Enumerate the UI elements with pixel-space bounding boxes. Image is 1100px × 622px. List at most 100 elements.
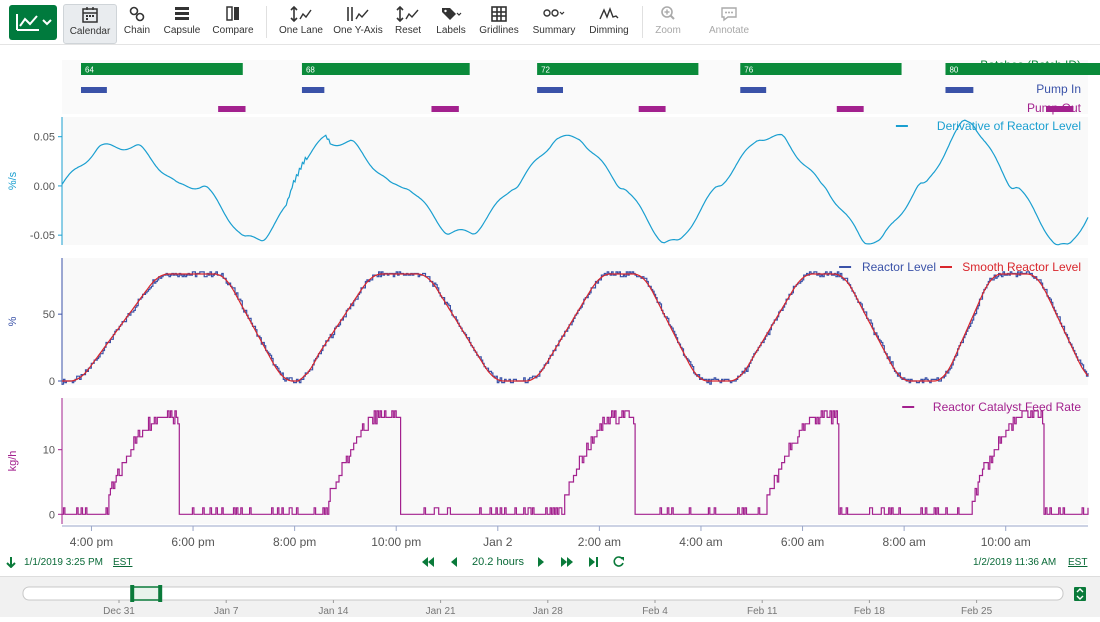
capsule[interactable] bbox=[537, 87, 563, 93]
x-axis: 4:00 pm 6:00 pm 8:00 pm 10:00 pm Jan 2 2:00 a… bbox=[62, 525, 1088, 548]
compare-button[interactable]: Compare bbox=[208, 4, 258, 42]
step-forward-far-icon[interactable] bbox=[560, 556, 574, 568]
step-back-far-icon[interactable] bbox=[421, 556, 435, 568]
y-tick-label: 10 bbox=[43, 445, 55, 457]
legend-label[interactable]: Smooth Reactor Level bbox=[962, 260, 1081, 274]
reset-icon bbox=[396, 5, 419, 23]
labels-icon bbox=[442, 8, 462, 20]
summary-button[interactable]: Summary bbox=[530, 4, 578, 42]
trend-lane[interactable]: 50 0% Smooth Reactor Level Reactor Level bbox=[7, 258, 1089, 388]
series-line[interactable] bbox=[62, 410, 1089, 515]
capsule[interactable] bbox=[431, 106, 459, 112]
start-timezone[interactable]: EST bbox=[113, 557, 133, 568]
series-line[interactable] bbox=[62, 273, 1089, 382]
labels-button[interactable]: Labels bbox=[432, 4, 470, 42]
capsule[interactable] bbox=[301, 63, 470, 75]
trend-lane[interactable]: 10 0 kg/h Reactor Catalyst Feed Rate bbox=[7, 398, 1089, 524]
time-bar: 1/1/2019 3:25 PM EST 20.2 hours 1/2/2019… bbox=[0, 548, 1100, 576]
x-tick-label: 6:00 am bbox=[781, 535, 824, 548]
capsule[interactable] bbox=[945, 87, 974, 93]
trend-lane[interactable]: 0.05 0.00 -0.05 %/s Derivative of Reactor Le… bbox=[7, 117, 1089, 246]
y-axis-label: % bbox=[7, 316, 19, 326]
compare-label: Compare bbox=[212, 25, 254, 36]
end-time[interactable]: 1/2/2019 11:36 AM bbox=[973, 557, 1057, 568]
step-back-icon[interactable] bbox=[449, 556, 458, 568]
dimming-button[interactable]: Dimming bbox=[586, 4, 632, 42]
reset-label: Reset bbox=[394, 25, 422, 36]
toolbar-separator bbox=[642, 6, 643, 38]
capsule-id: 64 bbox=[85, 66, 94, 75]
capsule[interactable] bbox=[537, 63, 699, 75]
navigator-ticks: Dec 31 Jan 7 Jan 14 Jan 21 Jan 28 Feb 4 Feb 11… bbox=[103, 600, 993, 617]
x-tick-label: 8:00 pm bbox=[273, 535, 316, 548]
refresh-icon[interactable] bbox=[612, 555, 625, 568]
y-axis-label: %/s bbox=[7, 171, 19, 190]
x-tick-label: 8:00 am bbox=[882, 535, 925, 548]
navigator-tick-label: Jan 7 bbox=[214, 606, 239, 617]
dimming-label: Dimming bbox=[589, 25, 629, 36]
legend-label[interactable]: Reactor Catalyst Feed Rate bbox=[933, 400, 1081, 414]
capsule[interactable] bbox=[740, 87, 767, 93]
chain-button[interactable]: Chain bbox=[118, 4, 156, 42]
calendar-button[interactable]: Calendar bbox=[63, 4, 117, 44]
start-time[interactable]: 1/1/2019 3:25 PM bbox=[24, 557, 103, 568]
capsule-icon bbox=[175, 7, 189, 20]
trend-lanes: 0.05 0.00 -0.05 %/s Derivative of Reactor Le… bbox=[7, 117, 1089, 524]
zoom-label: Zoom bbox=[655, 25, 681, 36]
capsule[interactable] bbox=[218, 106, 246, 112]
zoom-button[interactable]: Zoom bbox=[650, 4, 686, 42]
capsule[interactable] bbox=[301, 87, 325, 93]
capsule[interactable] bbox=[740, 63, 902, 75]
capsule[interactable] bbox=[81, 87, 107, 93]
labels-label: Labels bbox=[436, 25, 466, 36]
navigator-track[interactable]: Dec 31 Jan 7 Jan 14 Jan 21 Jan 28 Feb 4 Feb 11… bbox=[0, 577, 1100, 617]
capsule-id: 80 bbox=[949, 66, 958, 75]
trend-menu-button[interactable] bbox=[9, 5, 57, 40]
navigator-tick-label: Feb 4 bbox=[642, 606, 668, 617]
navigator-left-handle[interactable] bbox=[130, 585, 135, 602]
expand-range-icon[interactable] bbox=[1073, 586, 1087, 602]
arrow-down-icon[interactable] bbox=[5, 556, 17, 568]
capsule[interactable] bbox=[638, 106, 666, 112]
y-tick-label: 0 bbox=[49, 509, 55, 521]
compare-icon bbox=[226, 6, 239, 21]
capsule[interactable] bbox=[836, 106, 864, 112]
navigator-selection-box[interactable] bbox=[131, 586, 161, 601]
navigator-tick-label: Dec 31 bbox=[103, 606, 135, 617]
capsule-button[interactable]: Capsule bbox=[160, 4, 204, 42]
legend-label[interactable]: Derivative of Reactor Level bbox=[937, 119, 1081, 133]
one-lane-label: One Lane bbox=[279, 25, 323, 36]
navigator-right-handle[interactable] bbox=[158, 585, 163, 602]
step-forward-icon[interactable] bbox=[537, 556, 546, 568]
y-axis-label: kg/h bbox=[7, 451, 19, 472]
annotate-button[interactable]: Annotate bbox=[704, 4, 754, 42]
gridlines-icon bbox=[491, 6, 507, 22]
capsule-lane-label[interactable]: Pump In bbox=[1036, 82, 1081, 96]
capsule-label: Capsule bbox=[163, 25, 201, 36]
x-tick-label: 10:00 am bbox=[981, 535, 1031, 548]
capsule[interactable] bbox=[1046, 106, 1074, 112]
summary-label: Summary bbox=[532, 25, 576, 36]
time-navigator[interactable]: Dec 31 Jan 7 Jan 14 Jan 21 Jan 28 Feb 4 Feb 11… bbox=[0, 576, 1100, 617]
capsule[interactable] bbox=[945, 63, 1100, 75]
navigator-tick-label: Jan 14 bbox=[318, 606, 348, 617]
capsule[interactable] bbox=[81, 63, 243, 75]
duration[interactable]: 20.2 hours bbox=[472, 556, 524, 568]
gridlines-button[interactable]: Gridlines bbox=[477, 4, 521, 42]
capsule-id: 68 bbox=[306, 66, 315, 75]
end-timezone[interactable]: EST bbox=[1068, 557, 1088, 568]
one-lane-icon bbox=[290, 5, 312, 23]
chain-icon bbox=[129, 6, 145, 22]
navigator-selection[interactable] bbox=[130, 585, 163, 602]
reset-button[interactable]: Reset bbox=[390, 4, 426, 42]
capsule-id: 72 bbox=[541, 66, 550, 75]
lane-background bbox=[62, 258, 1088, 385]
legend-label[interactable]: Reactor Level bbox=[862, 260, 936, 274]
jump-to-now-icon[interactable] bbox=[588, 556, 599, 568]
capsule-id: 76 bbox=[744, 66, 753, 75]
one-lane-button[interactable]: One Lane bbox=[276, 4, 326, 42]
one-y-axis-button[interactable]: One Y-Axis bbox=[332, 4, 384, 42]
series-line[interactable] bbox=[61, 119, 1089, 246]
